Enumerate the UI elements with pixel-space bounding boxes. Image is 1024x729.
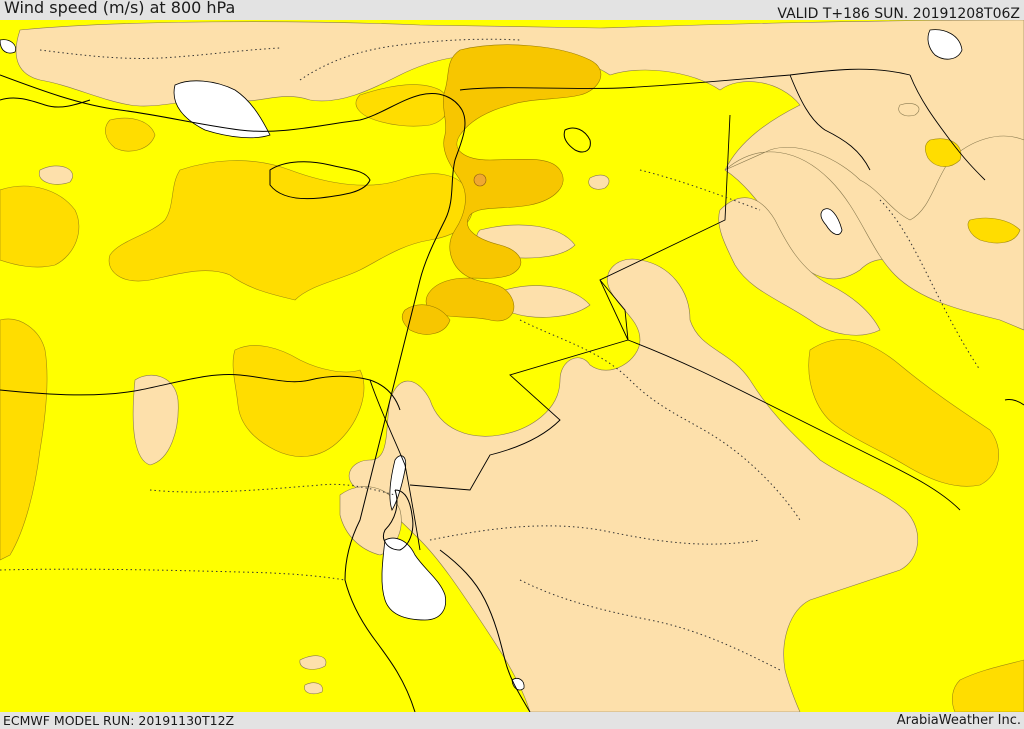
red-sea-gulf xyxy=(381,537,447,621)
dead-sea xyxy=(389,455,407,511)
peak-wind-spot xyxy=(473,173,487,187)
higher-wind-regions xyxy=(0,84,1024,712)
country-borders xyxy=(369,68,986,551)
small-water-south xyxy=(511,678,525,691)
footer-bar: ECMWF MODEL RUN: 20191130T12Z ArabiaWeat… xyxy=(0,712,1024,729)
admin-borders xyxy=(0,38,981,671)
valid-time: VALID T+186 SUN. 20191208T06Z xyxy=(777,6,1020,22)
low-wind-regions xyxy=(15,20,1024,712)
header-bar: Wind speed (m/s) at 800 hPa VALID T+186 … xyxy=(0,0,1024,22)
credit: ArabiaWeather Inc. xyxy=(896,713,1021,728)
model-run: ECMWF MODEL RUN: 20191130T12Z xyxy=(3,713,235,728)
lake-east xyxy=(820,208,843,235)
water-nw xyxy=(0,39,17,54)
wind-speed-map[interactable] xyxy=(0,20,1024,712)
map-title: Wind speed (m/s) at 800 hPa xyxy=(4,0,236,17)
highest-wind-regions xyxy=(401,44,602,335)
water-ne xyxy=(927,29,963,60)
